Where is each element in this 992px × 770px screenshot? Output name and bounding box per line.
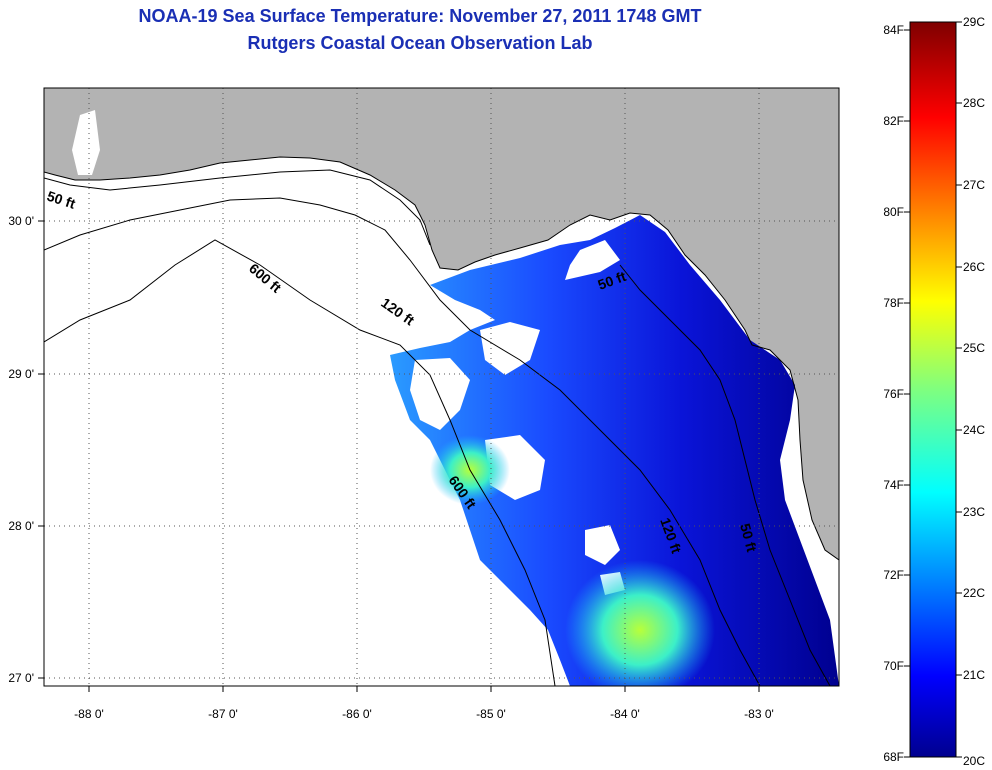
contour-50ft-west <box>44 169 431 246</box>
lat-tick-label: 29 0' <box>8 367 34 381</box>
axis-ticks <box>38 220 760 692</box>
colorbar-label-f: 76F <box>883 387 904 401</box>
colorbar-label-f: 78F <box>883 296 904 310</box>
colorbar-label-c: 26C <box>963 260 985 274</box>
colorbar-label-c: 21C <box>963 668 985 682</box>
colorbar-ticks <box>904 21 962 758</box>
colorbar-label-c: 24C <box>963 423 985 437</box>
colorbar-label-f: 84F <box>883 23 904 37</box>
colorbar-label-f: 80F <box>883 205 904 219</box>
colorbar-label-c: 27C <box>963 178 985 192</box>
colorbar-label-c: 22C <box>963 586 985 600</box>
map-plot-area: 50 ft 600 ft 120 ft 50 ft 600 ft 120 ft … <box>44 88 839 686</box>
colorbar <box>909 21 957 758</box>
colorbar-label-f: 68F <box>883 750 904 764</box>
map-subtitle: Rutgers Coastal Ocean Observation Lab <box>247 33 593 53</box>
colorbar-label-c: 25C <box>963 341 985 355</box>
lon-tick-label: -87 0' <box>208 707 238 721</box>
contour-600ft <box>44 239 556 686</box>
coastline <box>44 156 839 561</box>
colorbar-label-f: 82F <box>883 114 904 128</box>
lon-tick-label: -86 0' <box>342 707 372 721</box>
colorbar-label-c: 23C <box>963 505 985 519</box>
colorbar-label-f: 72F <box>883 568 904 582</box>
lat-tick-label: 27 0' <box>8 671 34 685</box>
lon-tick-label: -84 0' <box>610 707 640 721</box>
land-mass <box>44 88 839 560</box>
colorbar-label-c: 28C <box>963 96 985 110</box>
contour-label: 50 ft <box>737 522 760 554</box>
warm-water-patch <box>565 560 715 686</box>
lon-tick-label: -83 0' <box>744 707 774 721</box>
lon-tick-label: -88 0' <box>74 707 104 721</box>
map-title: NOAA-19 Sea Surface Temperature: Novembe… <box>138 6 702 26</box>
lon-tick-label: -85 0' <box>476 707 506 721</box>
lat-tick-label: 30 0' <box>8 214 34 228</box>
colorbar-label-f: 74F <box>883 478 904 492</box>
colorbar-label-c: 29C <box>963 15 985 29</box>
contour-120ft <box>44 197 761 686</box>
plot-frame <box>43 87 840 687</box>
colorbar-label-f: 70F <box>883 659 904 673</box>
contour-50ft-east <box>619 264 831 686</box>
colorbar-label-c: 20C <box>963 754 985 768</box>
lat-tick-label: 28 0' <box>8 519 34 533</box>
